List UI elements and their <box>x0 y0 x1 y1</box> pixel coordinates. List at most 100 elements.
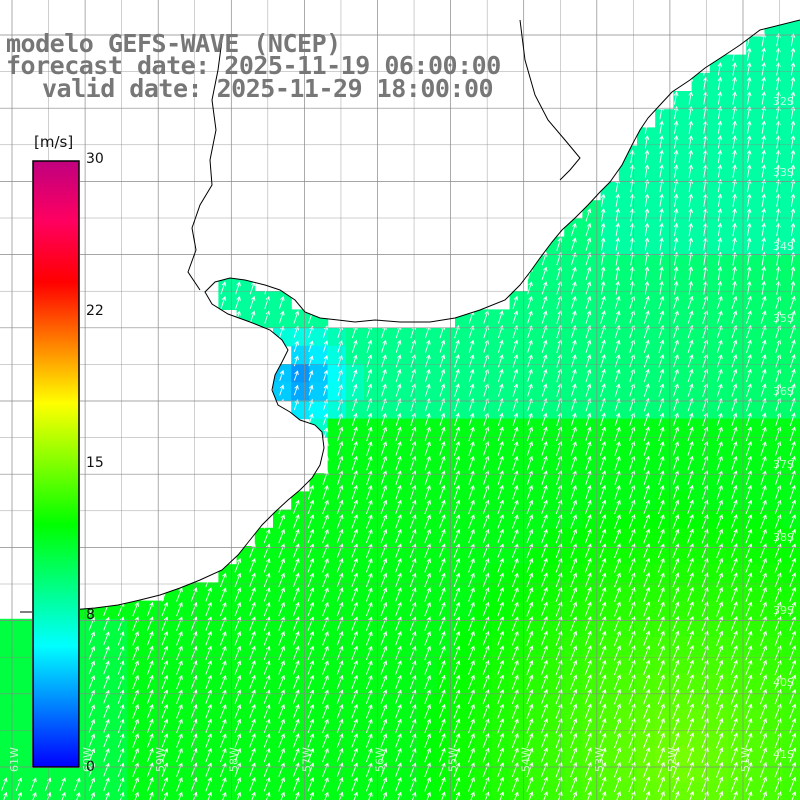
wind-arrow <box>555 659 563 676</box>
wind-arrow <box>336 601 344 617</box>
wind-arrow <box>117 660 125 675</box>
wind-arrow <box>395 777 402 792</box>
wind-speed-cell <box>473 327 492 347</box>
wind-speed-cell <box>491 491 511 511</box>
wind-arrow <box>716 339 723 353</box>
wind-arrow <box>657 674 665 690</box>
wind-arrow <box>599 426 607 442</box>
wind-speed-cell <box>782 327 800 347</box>
wind-speed-cell <box>509 455 529 474</box>
wind-speed-cell <box>109 691 128 711</box>
wind-arrow <box>526 587 534 602</box>
wind-speed-cell <box>345 473 365 492</box>
wind-arrow <box>219 587 227 602</box>
wind-arrow <box>263 601 271 617</box>
wind-arrow <box>672 688 680 705</box>
wind-speed-cell <box>673 200 693 219</box>
wind-arrow <box>220 281 227 295</box>
wind-arrow <box>307 558 315 573</box>
wind-arrow <box>336 689 344 704</box>
wind-arrow <box>584 601 592 617</box>
wind-arrow <box>395 412 402 426</box>
wind-speed-cell <box>673 291 693 310</box>
wind-arrow <box>526 514 534 529</box>
wind-arrow <box>555 761 563 778</box>
wind-arrow <box>132 733 139 748</box>
wind-arrow <box>44 777 52 792</box>
wind-speed-cell <box>728 709 747 729</box>
wind-speed-cell <box>582 637 602 656</box>
wind-speed-cell <box>764 546 784 565</box>
wind-arrow <box>630 222 635 237</box>
wind-arrow <box>176 601 183 617</box>
wind-arrow <box>453 660 461 675</box>
wind-arrow <box>746 120 752 134</box>
wind-speed-cell <box>400 709 420 729</box>
wind-arrow <box>775 484 782 500</box>
wind-arrow <box>658 441 665 456</box>
wind-arrow <box>688 164 694 178</box>
wind-arrow <box>585 354 592 368</box>
wind-speed-cell <box>273 746 292 765</box>
wind-arrow <box>657 717 665 734</box>
wind-arrow <box>103 733 110 748</box>
wind-speed-cell <box>709 564 729 583</box>
wind-speed-cell <box>546 254 565 274</box>
wind-speed-cell <box>782 127 800 147</box>
wind-arrow <box>789 659 797 676</box>
wind-arrow <box>644 237 650 251</box>
wind-arrow <box>409 747 417 763</box>
wind-arrow <box>689 790 695 800</box>
wind-speed-cell <box>618 582 638 602</box>
wind-speed-cell <box>655 455 674 474</box>
wind-speed-cell <box>746 782 765 800</box>
wind-arrow <box>482 616 490 631</box>
wind-arrow <box>176 704 183 719</box>
wind-arrow <box>789 383 796 397</box>
latitude-label: 35S <box>773 312 794 325</box>
wind-arrow <box>717 222 723 237</box>
wind-arrow <box>365 645 373 661</box>
wind-arrow <box>482 630 490 646</box>
wind-arrow <box>555 747 563 763</box>
wind-arrow <box>482 558 490 573</box>
wind-arrow <box>307 631 315 646</box>
wind-speed-cell <box>564 637 583 656</box>
wind-speed-cell <box>218 582 238 602</box>
wind-arrow <box>716 528 724 544</box>
wind-speed-cell <box>782 309 800 329</box>
wind-arrow <box>672 630 680 646</box>
wind-speed-cell <box>509 527 529 547</box>
wind-speed-cell <box>254 655 274 674</box>
wind-arrow <box>570 368 577 383</box>
wind-arrow <box>190 777 198 792</box>
wind-speed-cell <box>618 418 638 438</box>
wind-speed-cell <box>691 527 711 547</box>
wind-arrow <box>673 383 679 397</box>
wind-speed-cell <box>618 436 638 456</box>
wind-arrow <box>526 645 534 661</box>
wind-speed-cell <box>509 582 529 602</box>
wind-speed-cell <box>163 655 183 674</box>
wind-speed-cell <box>728 509 747 529</box>
wind-speed-cell <box>564 764 583 784</box>
wind-speed-cell <box>673 273 693 292</box>
wind-arrow <box>658 470 665 485</box>
wind-arrow <box>132 616 139 631</box>
wind-arrow <box>630 193 635 207</box>
wind-arrow <box>105 791 110 800</box>
wind-speed-cell <box>364 709 383 729</box>
wind-arrow <box>365 747 373 763</box>
wind-speed-cell <box>564 691 583 711</box>
wind-speed-cell <box>36 782 56 800</box>
wind-speed-cell <box>291 600 310 620</box>
wind-arrow <box>263 572 271 588</box>
wind-arrow <box>263 558 271 573</box>
wind-speed-cell <box>127 709 147 729</box>
wind-arrow <box>702 368 709 383</box>
wind-arrow <box>672 717 680 734</box>
wind-arrow <box>789 353 796 368</box>
colorbar-tick-15: 15 <box>86 455 104 471</box>
wind-speed-cell <box>782 200 800 219</box>
wind-arrow <box>117 645 125 661</box>
